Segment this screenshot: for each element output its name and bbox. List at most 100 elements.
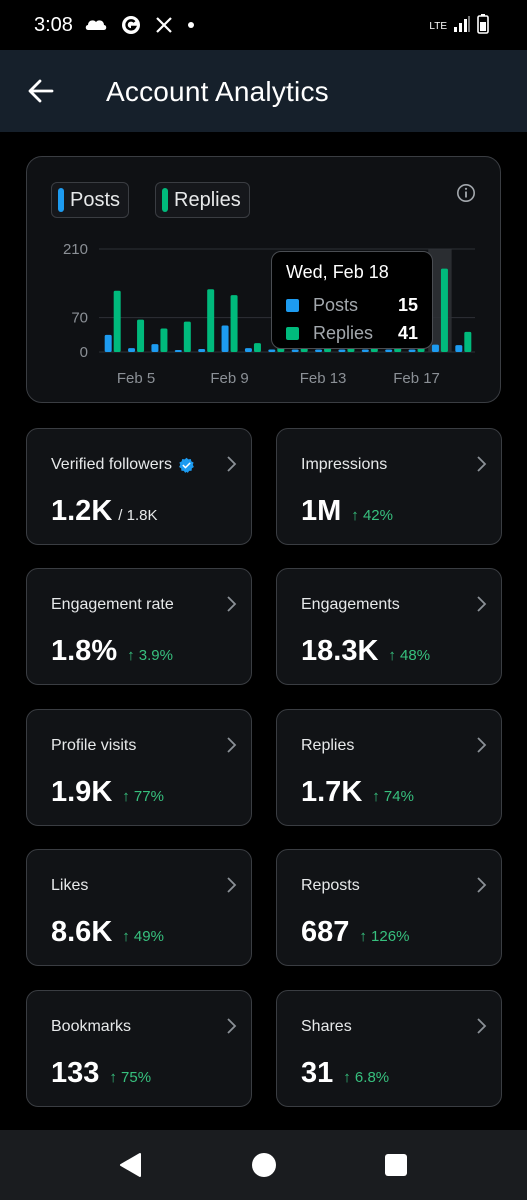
metric-label: Impressions bbox=[301, 456, 387, 474]
metric-value-row: 31 ↑ 6.8% bbox=[301, 1057, 389, 1090]
bar-posts bbox=[291, 349, 299, 352]
bar-replies bbox=[113, 290, 121, 352]
back-button[interactable] bbox=[26, 76, 56, 106]
metric-value: 1.8% bbox=[51, 635, 118, 667]
legend-toggle-posts[interactable]: Posts bbox=[51, 182, 130, 218]
square-recents-icon bbox=[385, 1154, 407, 1176]
metric-label-text: Reposts bbox=[301, 877, 360, 894]
info-icon[interactable] bbox=[456, 183, 476, 203]
metric-card-engagement-rate[interactable]: Engagement rate 1.8% ↑ 3.9% bbox=[26, 568, 252, 685]
tooltip-name-posts: Posts bbox=[313, 294, 359, 315]
metric-value-row: 1.7K ↑ 74% bbox=[301, 776, 414, 809]
metric-card-verified-followers[interactable]: Verified followers 1.2K / 1.8K bbox=[26, 428, 252, 545]
tooltip-row-posts: Posts 15 bbox=[286, 291, 418, 319]
bar-posts bbox=[174, 350, 182, 352]
nav-back-button[interactable] bbox=[118, 1152, 144, 1183]
dot-icon bbox=[187, 21, 195, 29]
tooltip-value-posts: 15 bbox=[397, 294, 418, 315]
metric-label-text: Replies bbox=[301, 737, 355, 754]
metric-value: 1.9K bbox=[51, 776, 113, 808]
tooltip-swatch-posts bbox=[286, 298, 299, 312]
metric-value-row: 8.6K ↑ 49% bbox=[51, 916, 164, 949]
metric-card-shares[interactable]: Shares 31 ↑ 6.8% bbox=[276, 990, 502, 1107]
chevron-right-icon bbox=[225, 876, 237, 894]
system-icons: LTE bbox=[429, 14, 489, 39]
metric-value: 1M bbox=[301, 495, 342, 527]
y-tick-label: 70 bbox=[71, 310, 88, 327]
bar-replies bbox=[207, 289, 215, 352]
bar-posts bbox=[244, 348, 252, 352]
nav-home-button[interactable] bbox=[251, 1152, 277, 1183]
metric-change: ↑ 42% bbox=[351, 507, 393, 524]
metric-change: ↑ 48% bbox=[388, 647, 431, 664]
metric-card-bookmarks[interactable]: Bookmarks 133 ↑ 75% bbox=[26, 990, 252, 1107]
metric-change: ↑ 77% bbox=[122, 788, 164, 805]
tooltip-name-replies: Replies bbox=[313, 322, 374, 343]
bar-posts bbox=[408, 349, 416, 352]
metric-value: 1.7K bbox=[301, 776, 363, 808]
nav-recents-button[interactable] bbox=[384, 1153, 408, 1182]
x-tick-label: Feb 13 bbox=[300, 370, 347, 387]
bar-posts bbox=[151, 344, 159, 352]
metric-value: 1.2K bbox=[51, 495, 113, 527]
metric-card-reposts[interactable]: Reposts 687 ↑ 126% bbox=[276, 849, 502, 966]
legend-label-replies: Replies bbox=[174, 188, 241, 211]
metric-label: Verified followers bbox=[51, 456, 195, 474]
metric-change: ↑ 3.9% bbox=[127, 647, 173, 664]
metric-value: 18.3K bbox=[301, 635, 379, 667]
metric-change: ↑ 49% bbox=[122, 928, 164, 945]
battery-icon bbox=[477, 14, 489, 39]
bar-posts bbox=[104, 334, 112, 352]
chevron-right-icon bbox=[225, 455, 237, 473]
metric-card-engagements[interactable]: Engagements 18.3K ↑ 48% bbox=[276, 568, 502, 685]
bar-posts bbox=[338, 349, 346, 352]
verified-badge-icon bbox=[178, 457, 195, 474]
chevron-right-icon bbox=[475, 595, 487, 613]
metric-label-text: Profile visits bbox=[51, 737, 137, 754]
chevron-right-icon bbox=[475, 736, 487, 754]
metric-value: 31 bbox=[301, 1057, 334, 1089]
metric-change: ↑ 74% bbox=[372, 788, 414, 805]
metric-card-likes[interactable]: Likes 8.6K ↑ 49% bbox=[26, 849, 252, 966]
metric-label-text: Bookmarks bbox=[51, 1018, 132, 1035]
bar-replies bbox=[137, 319, 145, 352]
metric-value-row: 1.9K ↑ 77% bbox=[51, 776, 164, 809]
chevron-right-icon bbox=[475, 1017, 487, 1035]
metric-value: 8.6K bbox=[51, 916, 113, 948]
metric-card-impressions[interactable]: Impressions 1M ↑ 42% bbox=[276, 428, 502, 545]
metric-value: 133 bbox=[51, 1057, 100, 1089]
metric-value-row: 18.3K ↑ 48% bbox=[301, 635, 430, 668]
metric-total: / 1.8K bbox=[118, 507, 158, 524]
tooltip-row-replies: Replies 41 bbox=[286, 319, 418, 347]
metric-label-text: Likes bbox=[51, 877, 89, 894]
metric-value-row: 1.2K / 1.8K bbox=[51, 495, 157, 528]
system-nav-bar bbox=[0, 1130, 527, 1200]
metric-card-profile-visits[interactable]: Profile visits 1.9K ↑ 77% bbox=[26, 709, 252, 826]
chart-tooltip: Wed, Feb 18 Posts 15 Replies 41 bbox=[271, 251, 433, 349]
metric-card-replies[interactable]: Replies 1.7K ↑ 74% bbox=[276, 709, 502, 826]
metric-label: Reposts bbox=[301, 877, 360, 895]
metric-label-text: Shares bbox=[301, 1018, 352, 1035]
bar-posts bbox=[198, 349, 206, 352]
metric-value: 687 bbox=[301, 916, 350, 948]
metric-label: Shares bbox=[301, 1018, 352, 1036]
chevron-right-icon bbox=[225, 1017, 237, 1035]
y-tick-label: 210 bbox=[63, 241, 88, 258]
status-bar: 3:08 LTE bbox=[0, 0, 527, 50]
grammarly-icon bbox=[121, 15, 141, 35]
metric-value-row: 1M ↑ 42% bbox=[301, 495, 393, 528]
bar-replies bbox=[253, 343, 261, 352]
status-time: 3:08 bbox=[34, 13, 73, 36]
arrow-left-icon bbox=[28, 79, 54, 103]
cloud-icon bbox=[85, 17, 107, 33]
x-tick-label: Feb 9 bbox=[210, 370, 248, 387]
bar-posts bbox=[221, 325, 229, 352]
metric-value-row: 133 ↑ 75% bbox=[51, 1057, 151, 1090]
replies-swatch bbox=[162, 188, 168, 212]
chevron-right-icon bbox=[225, 595, 237, 613]
bar-replies bbox=[440, 268, 448, 352]
legend-label-posts: Posts bbox=[70, 188, 121, 211]
legend-toggle-replies[interactable]: Replies bbox=[155, 182, 250, 218]
metric-label: Likes bbox=[51, 877, 88, 895]
bar-posts bbox=[128, 348, 136, 352]
